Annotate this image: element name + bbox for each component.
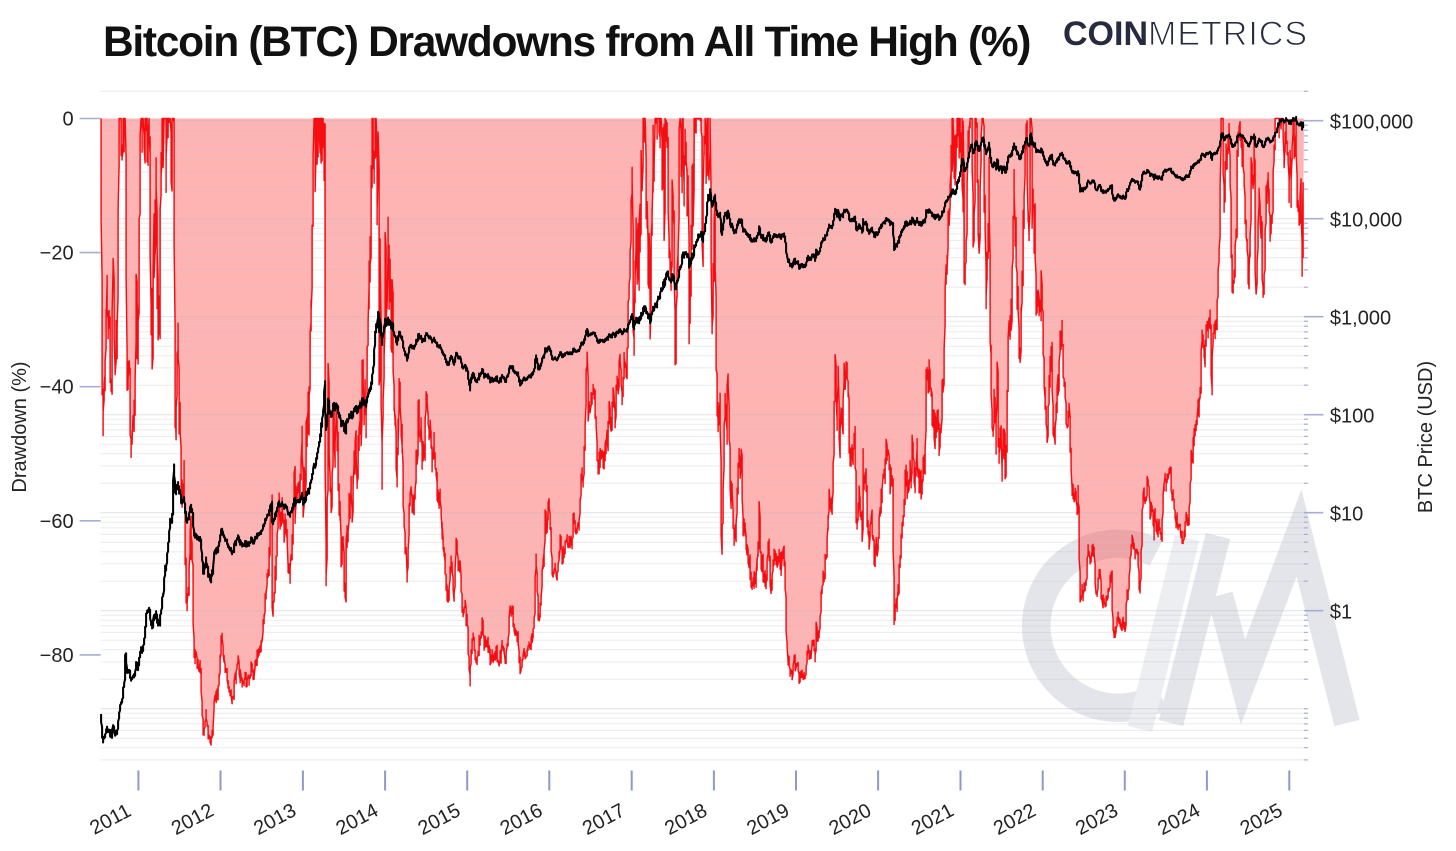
svg-text:$10,000: $10,000 <box>1330 210 1402 232</box>
svg-text:Drawdown (%): Drawdown (%) <box>9 361 31 492</box>
svg-text:COINMETRICS: COINMETRICS <box>1063 15 1308 53</box>
svg-text:−20: −20 <box>40 243 74 265</box>
svg-text:$100,000: $100,000 <box>1330 112 1413 134</box>
svg-text:$10: $10 <box>1330 504 1363 526</box>
svg-text:−40: −40 <box>40 377 74 399</box>
svg-text:$100: $100 <box>1330 406 1375 428</box>
svg-text:0: 0 <box>62 109 73 131</box>
svg-text:−80: −80 <box>40 645 74 667</box>
svg-text:Bitcoin (BTC) Drawdowns from A: Bitcoin (BTC) Drawdowns from All Time Hi… <box>103 19 1030 66</box>
svg-text:$1,000: $1,000 <box>1330 308 1391 330</box>
svg-text:BTC Price (USD): BTC Price (USD) <box>1415 361 1437 513</box>
svg-text:$1: $1 <box>1330 602 1352 624</box>
svg-text:−60: −60 <box>40 511 74 533</box>
